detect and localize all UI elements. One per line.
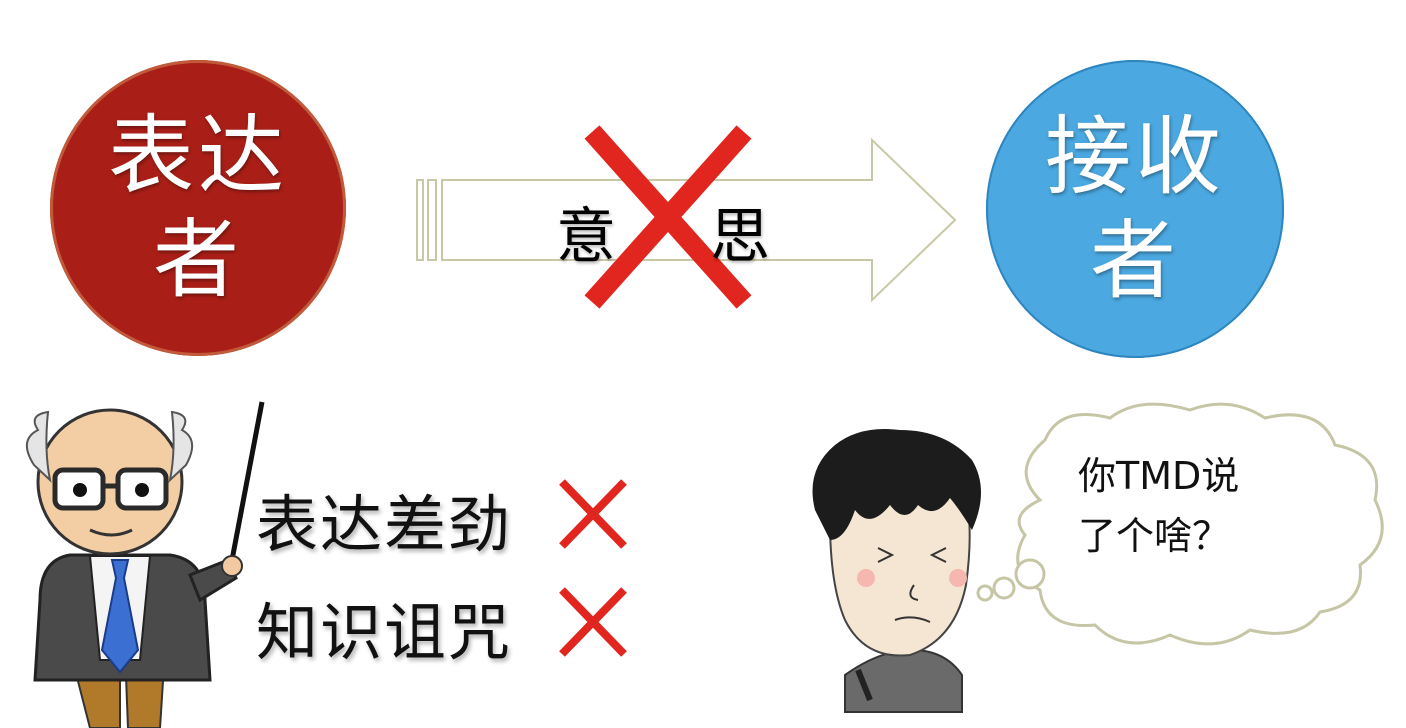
arrow-cross-icon xyxy=(584,125,752,309)
issue-cross-icon-1 xyxy=(559,479,627,549)
thought-cloud xyxy=(976,402,1384,646)
professor-illustration xyxy=(26,401,265,728)
thought-text-line2: 了个啥？ xyxy=(1078,514,1231,558)
receiver-label-line2: 者 xyxy=(1090,211,1180,311)
arrow-shape xyxy=(416,137,957,303)
issue-cross-icon-2 xyxy=(559,587,627,657)
thought-text-line1: 你TMD说 xyxy=(1078,454,1240,498)
receiver-circle: 接收 者 xyxy=(986,60,1284,358)
sender-circle: 表达 者 xyxy=(50,60,346,356)
sender-label-line1: 表达 xyxy=(108,106,288,206)
receiver-label-line1: 接收 xyxy=(1045,107,1225,207)
arrow-right-char: 思 xyxy=(710,202,770,272)
confused-boy-illustration xyxy=(812,429,981,713)
issue-label-1: 表达差劲 xyxy=(256,488,513,561)
sender-label-line2: 者 xyxy=(153,210,243,310)
arrow-left-char: 意 xyxy=(556,202,616,272)
issue-label-2: 知识诅咒 xyxy=(256,596,513,669)
